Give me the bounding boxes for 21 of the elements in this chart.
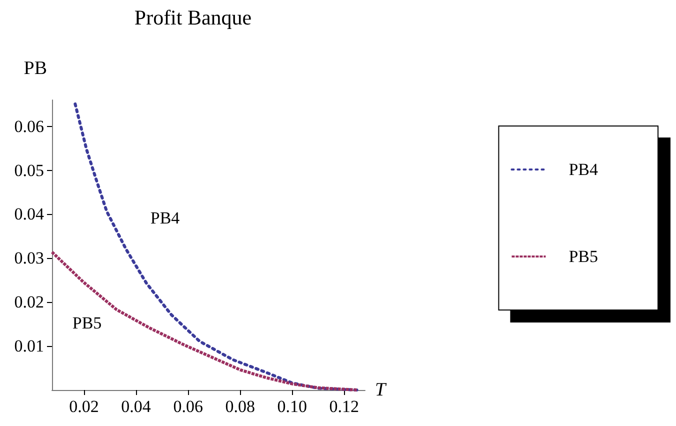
x-tick-label: 0.08 xyxy=(225,397,255,416)
legend-label: PB4 xyxy=(568,160,598,179)
y-tick-label: 0.05 xyxy=(14,160,44,180)
y-tick-label: 0.06 xyxy=(14,116,44,136)
y-tick-label: 0.01 xyxy=(14,336,44,356)
x-tick-label: 0.06 xyxy=(173,397,203,416)
annotation: PB4 xyxy=(150,208,180,228)
chart-title: Profit Banque xyxy=(134,6,252,30)
y-tick-label: 0.03 xyxy=(14,248,44,268)
x-tick-label: 0.12 xyxy=(329,397,360,416)
line-series xyxy=(50,250,359,392)
x-tick-label: 0.02 xyxy=(69,397,99,416)
x-axis-title: T xyxy=(375,380,387,400)
y-tick-label: 0.04 xyxy=(14,204,44,224)
x-tick-label: 0.10 xyxy=(277,397,308,416)
y-tick-label: 0.02 xyxy=(14,292,44,312)
legend-label: PB5 xyxy=(568,247,598,266)
x-tick-label: 0.04 xyxy=(121,397,152,416)
annotation: PB5 xyxy=(72,314,102,332)
line-series xyxy=(74,102,359,392)
y-axis-title: PB xyxy=(24,58,47,79)
